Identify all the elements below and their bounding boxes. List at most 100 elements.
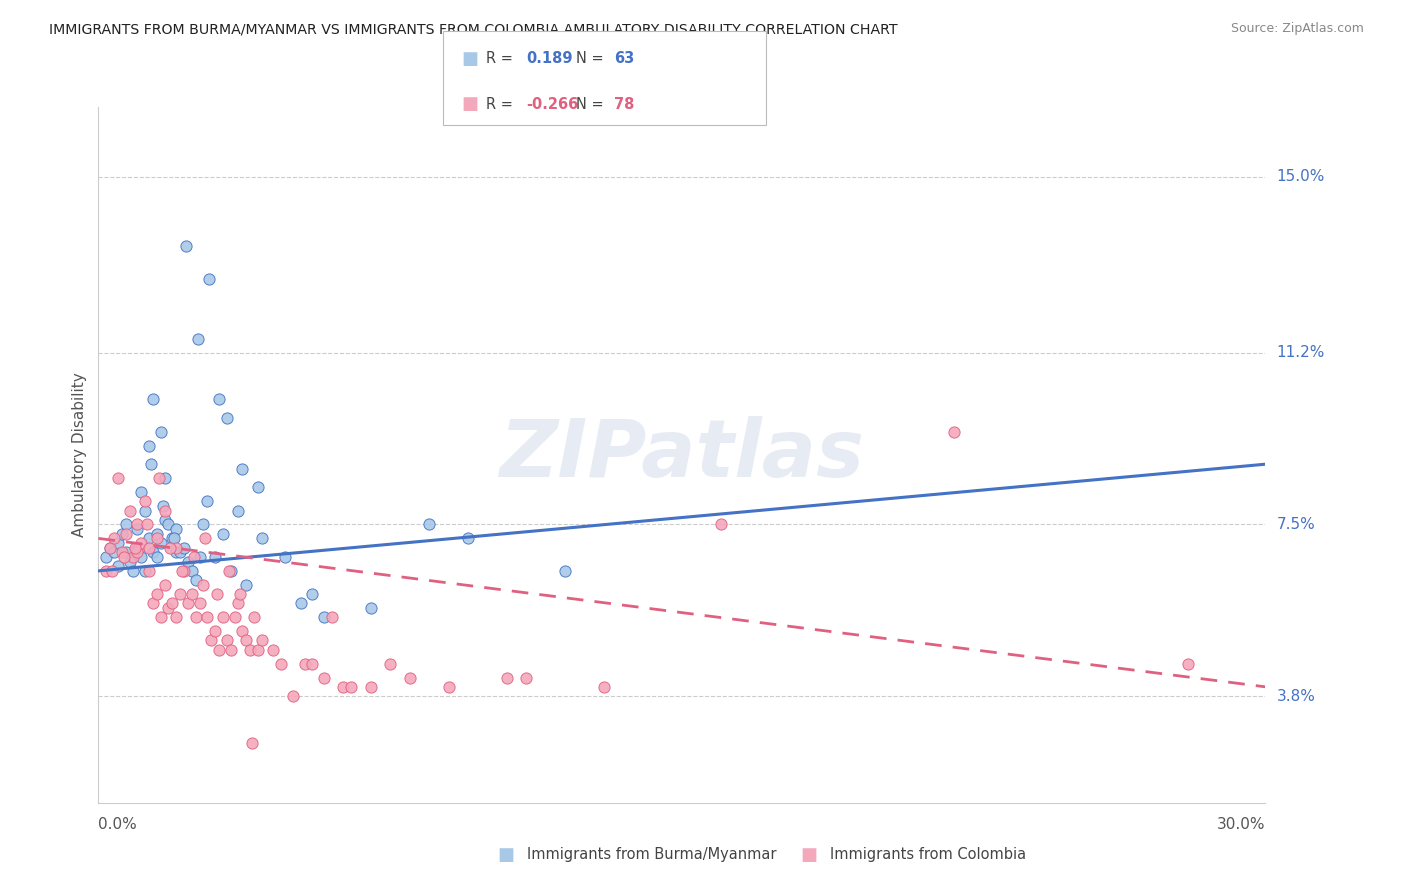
Text: N =: N = <box>576 97 609 112</box>
Point <box>129 549 152 564</box>
Point <box>200 633 222 648</box>
Point <box>138 564 160 578</box>
Text: 0.189: 0.189 <box>526 52 572 66</box>
Point <box>152 499 174 513</box>
Point <box>360 601 382 615</box>
Point <box>204 624 226 639</box>
Point <box>184 573 207 587</box>
Point <box>173 564 195 578</box>
Point <box>943 425 966 439</box>
Point <box>262 642 284 657</box>
Text: ■: ■ <box>800 846 817 863</box>
Point <box>290 596 312 610</box>
Point <box>208 392 231 407</box>
Point <box>122 564 145 578</box>
Point <box>101 564 124 578</box>
Point <box>312 610 335 624</box>
Point <box>219 642 242 657</box>
Point <box>142 392 165 407</box>
Text: R =: R = <box>486 52 517 66</box>
Point <box>270 657 292 671</box>
Text: 7.5%: 7.5% <box>1277 517 1315 532</box>
Point <box>188 549 211 564</box>
Point <box>184 610 207 624</box>
Point <box>127 545 149 559</box>
Text: 78: 78 <box>614 97 634 112</box>
Point <box>128 541 150 555</box>
Text: Immigrants from Colombia: Immigrants from Colombia <box>830 847 1025 862</box>
Point <box>281 689 304 703</box>
Point <box>173 541 195 555</box>
Point <box>228 596 250 610</box>
Point <box>195 494 218 508</box>
Point <box>193 517 215 532</box>
Point <box>114 526 136 541</box>
Point <box>153 471 176 485</box>
Point <box>138 439 160 453</box>
Point <box>129 485 152 500</box>
Point <box>149 425 172 439</box>
Point <box>229 587 252 601</box>
Point <box>250 532 273 546</box>
Point <box>195 610 218 624</box>
Point <box>183 549 205 564</box>
Point <box>250 633 273 648</box>
Text: ■: ■ <box>461 50 478 68</box>
Point <box>138 541 160 555</box>
Text: Immigrants from Burma/Myanmar: Immigrants from Burma/Myanmar <box>527 847 776 862</box>
Point <box>138 532 160 546</box>
Point <box>127 517 149 532</box>
Point <box>165 610 187 624</box>
Point <box>153 578 176 592</box>
Point <box>159 541 181 555</box>
Text: ■: ■ <box>461 95 478 113</box>
Text: 15.0%: 15.0% <box>1277 169 1324 184</box>
Point <box>198 271 221 285</box>
Point <box>218 564 240 578</box>
Point <box>177 596 200 610</box>
Text: 11.2%: 11.2% <box>1277 345 1324 360</box>
Point <box>1177 657 1199 671</box>
Point <box>380 657 402 671</box>
Text: ZIPatlas: ZIPatlas <box>499 416 865 494</box>
Point <box>515 671 537 685</box>
Point <box>398 671 420 685</box>
Point <box>180 564 202 578</box>
Text: 30.0%: 30.0% <box>1218 817 1265 831</box>
Point <box>162 596 184 610</box>
Point <box>301 587 323 601</box>
Point <box>146 526 169 541</box>
Point <box>177 555 200 569</box>
Point <box>188 596 211 610</box>
Point <box>239 642 262 657</box>
Point <box>215 633 238 648</box>
Point <box>228 503 250 517</box>
Point <box>134 564 156 578</box>
Point <box>165 541 187 555</box>
Point <box>187 332 209 346</box>
Text: -0.266: -0.266 <box>526 97 578 112</box>
Point <box>146 532 169 546</box>
Point <box>103 532 125 546</box>
Point <box>114 545 136 559</box>
Point <box>142 545 165 559</box>
Point <box>204 549 226 564</box>
Point <box>457 532 479 546</box>
Text: IMMIGRANTS FROM BURMA/MYANMAR VS IMMIGRANTS FROM COLOMBIA AMBULATORY DISABILITY : IMMIGRANTS FROM BURMA/MYANMAR VS IMMIGRA… <box>49 22 898 37</box>
Point <box>169 545 191 559</box>
Point <box>246 642 269 657</box>
Point <box>165 522 187 536</box>
Text: 0.0%: 0.0% <box>98 817 138 831</box>
Point <box>127 541 149 555</box>
Point <box>122 549 145 564</box>
Point <box>593 680 616 694</box>
Point <box>149 610 172 624</box>
Point <box>148 471 170 485</box>
Point <box>554 564 576 578</box>
Text: 3.8%: 3.8% <box>1277 689 1316 704</box>
Point <box>129 536 152 550</box>
Point <box>301 657 323 671</box>
Point <box>114 517 136 532</box>
Point <box>112 549 135 564</box>
Point <box>340 680 363 694</box>
